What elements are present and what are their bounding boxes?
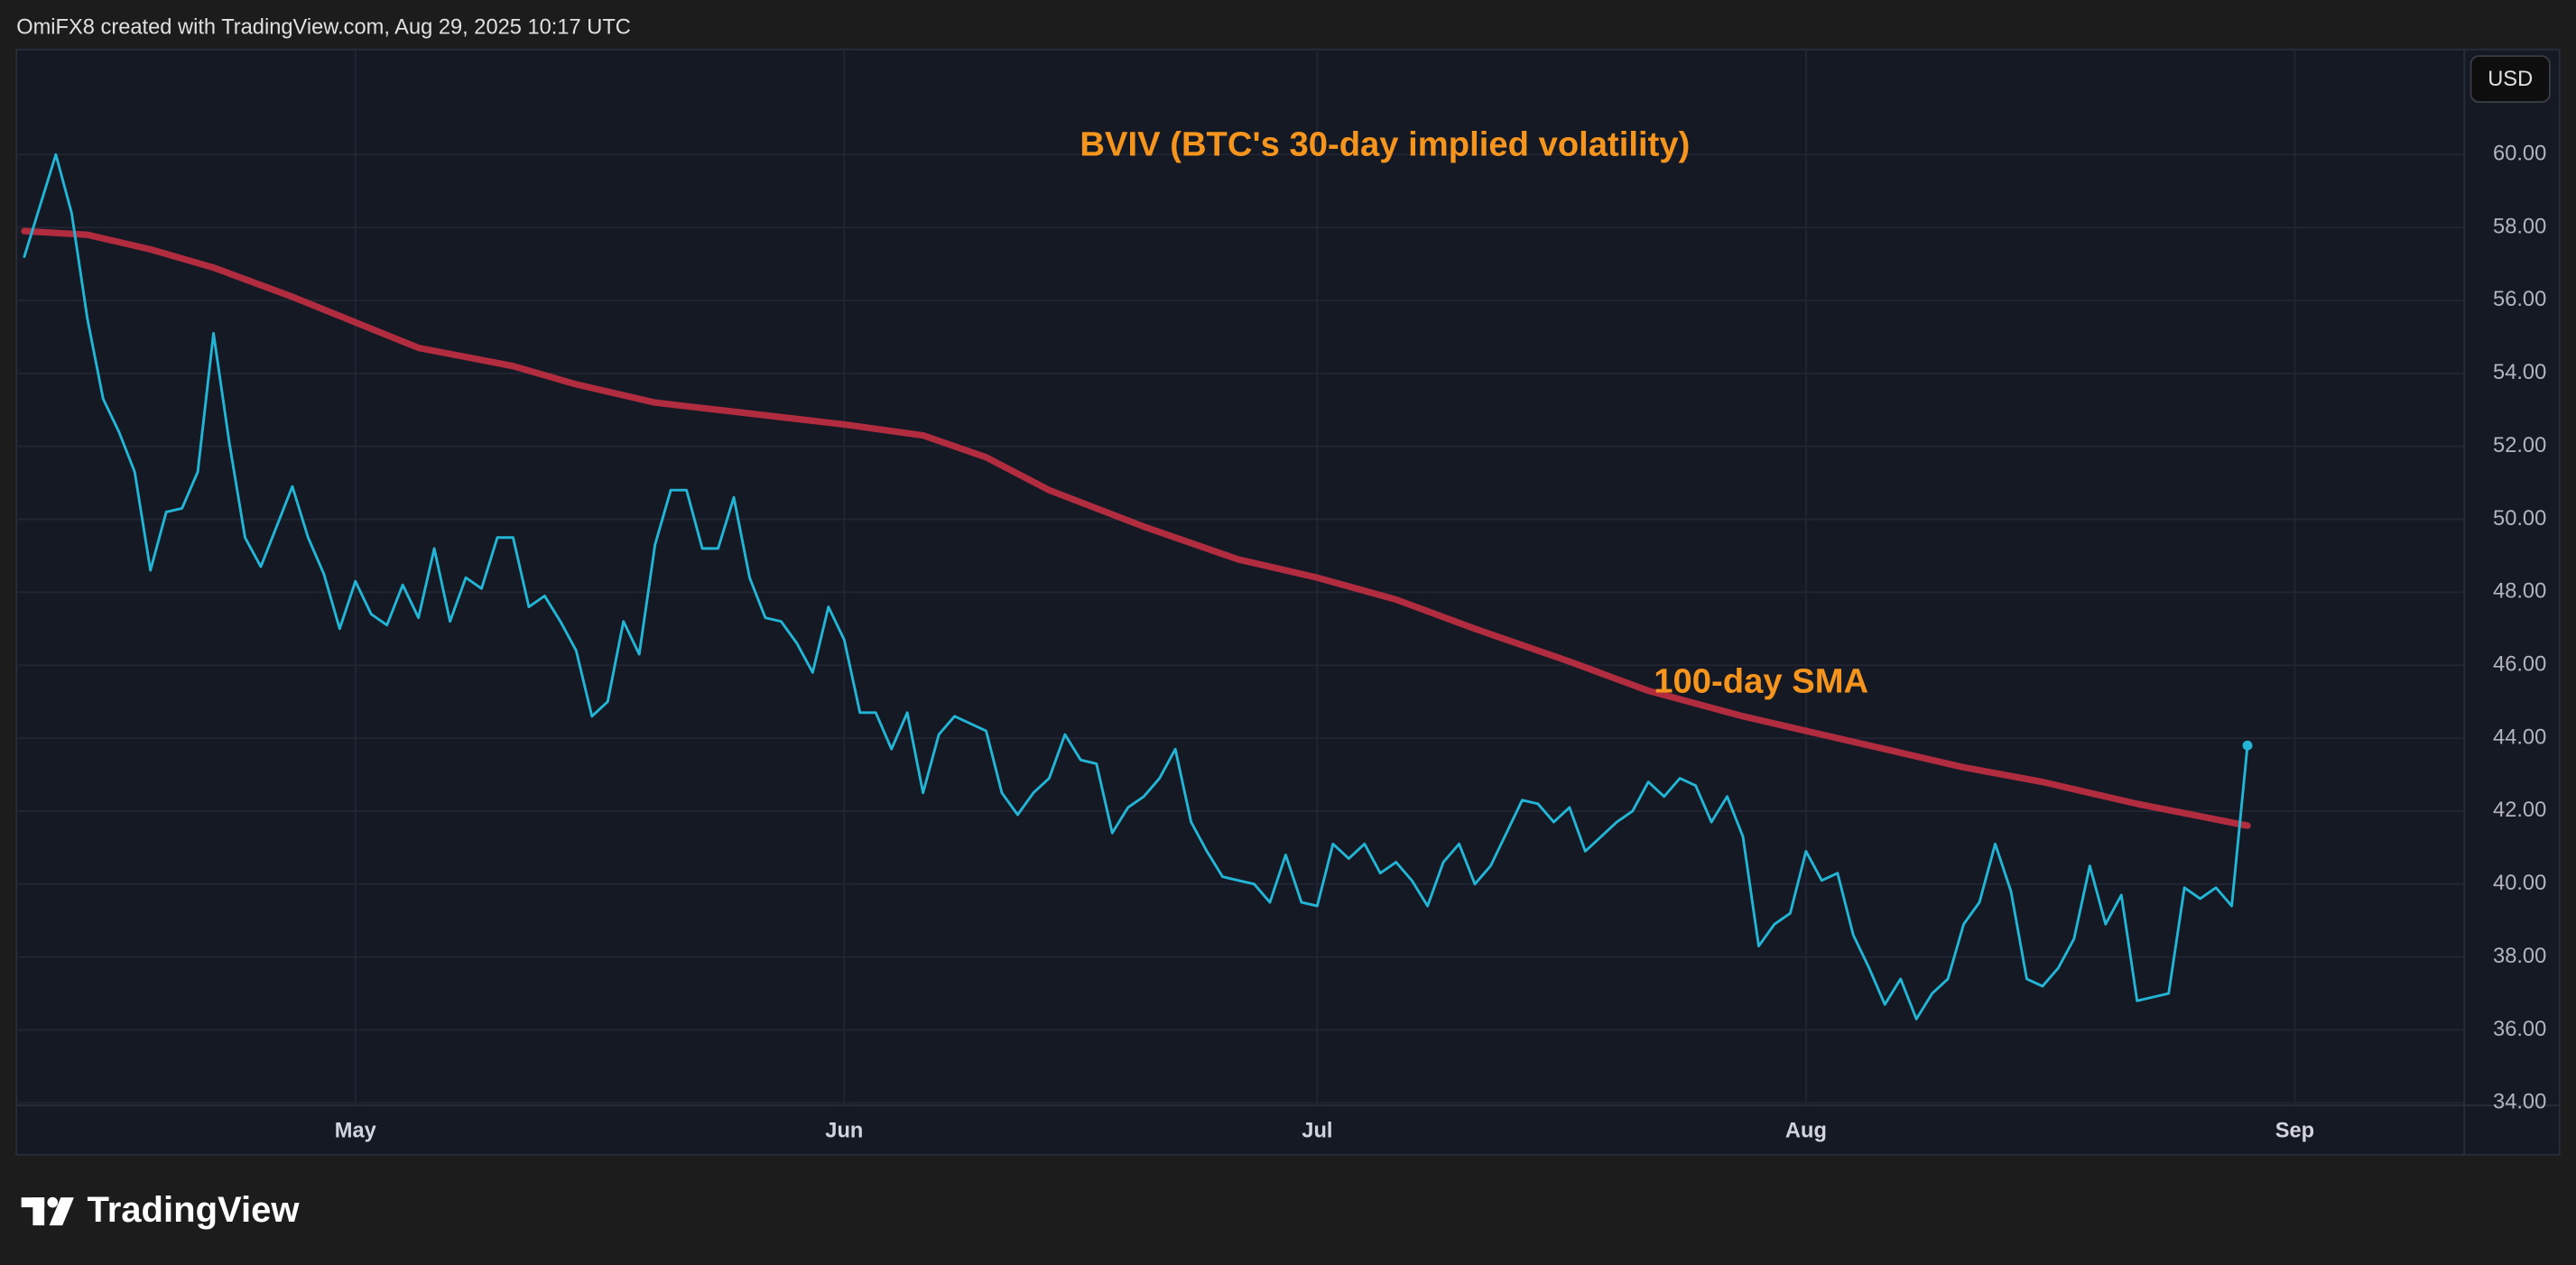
header-text: OmiFX8 created with TradingView.com, Aug…: [16, 15, 631, 39]
y-tick-label: 52.00: [2493, 434, 2546, 457]
y-tick-label: 60.00: [2493, 143, 2546, 166]
logo-slash: [49, 1197, 74, 1226]
y-tick-label: 54.00: [2493, 361, 2546, 384]
y-tick-label: 38.00: [2493, 945, 2546, 968]
logo-stem: [32, 1197, 45, 1226]
y-tick-label: 36.00: [2493, 1018, 2546, 1041]
plot: [21, 152, 2253, 1020]
annotation: 100-day SMA: [1654, 662, 1868, 701]
chart-title: BVIV (BTC's 30-day implied volatility): [1080, 125, 1690, 163]
logo-dot: [47, 1196, 59, 1208]
x-tick-label: Sep: [2275, 1120, 2314, 1143]
currency-label: USD: [2488, 68, 2533, 91]
currency-button[interactable]: [2469, 55, 2551, 104]
last-value-dot: [2242, 740, 2253, 751]
y-tick-label: 40.00: [2493, 872, 2546, 895]
y-tick-label: 34.00: [2493, 1091, 2546, 1114]
y-tick-label: 44.00: [2493, 725, 2546, 749]
y-tick-label: 42.00: [2493, 799, 2546, 822]
x-tick-label: May: [335, 1120, 377, 1143]
y-tick-label: 48.00: [2493, 580, 2546, 604]
sma-line: [21, 227, 2251, 829]
y-tick-label: 56.00: [2493, 288, 2546, 311]
y-tick-label: 58.00: [2493, 215, 2546, 238]
bviv-line: [23, 152, 2249, 1020]
y-tick-label: 50.00: [2493, 507, 2546, 531]
brand-name: TradingView: [87, 1190, 300, 1230]
x-tick-label: Jul: [1302, 1120, 1332, 1143]
brand-logo: [21, 1196, 74, 1226]
x-tick-label: Jun: [825, 1120, 863, 1143]
chart-pane: [15, 48, 2561, 1156]
grid: [16, 49, 2465, 1106]
y-tick-label: 46.00: [2493, 653, 2546, 677]
x-tick-label: Aug: [1785, 1120, 1827, 1143]
